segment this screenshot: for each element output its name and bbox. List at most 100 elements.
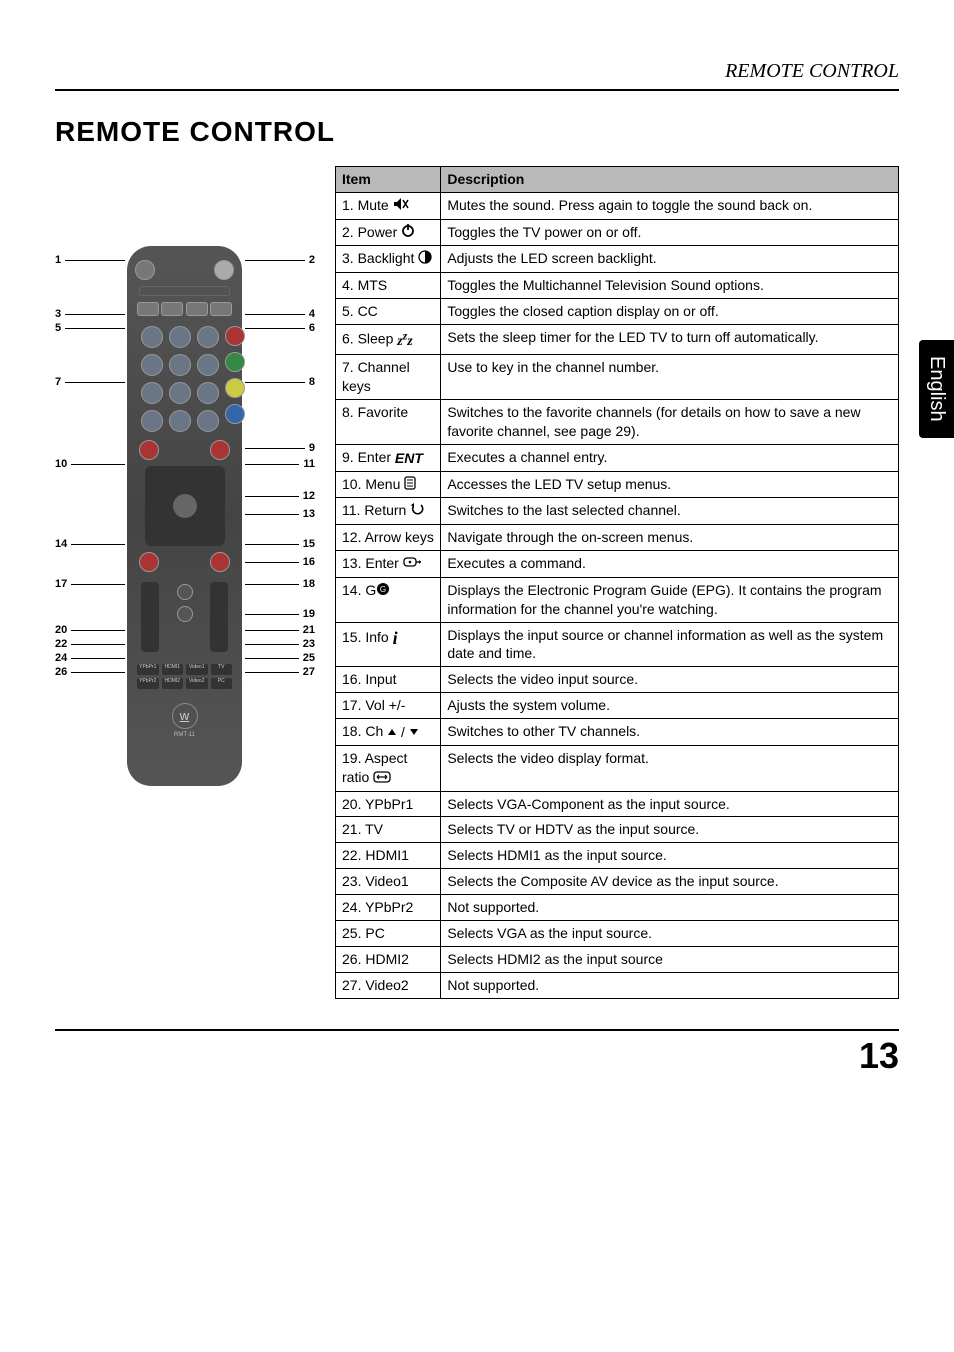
table-row: 26. HDMI2Selects HDMI2 as the input sour… (336, 946, 899, 972)
table-row: 6. Sleep zzzSets the sleep timer for the… (336, 324, 899, 355)
return-icon (410, 502, 424, 521)
item-cell: 18. Ch / (336, 719, 441, 746)
desc-cell: Selects VGA-Component as the input sourc… (441, 791, 899, 817)
desc-cell: Use to key in the channel number. (441, 355, 899, 400)
table-row: 17. Vol +/-Ajusts the system volume. (336, 693, 899, 719)
callout-3: 3 (55, 308, 125, 320)
table-row: 12. Arrow keysNavigate through the on-sc… (336, 525, 899, 551)
desc-cell: Mutes the sound. Press again to toggle t… (441, 192, 899, 219)
callout-20: 20 (55, 624, 125, 636)
callout-10: 10 (55, 458, 125, 470)
item-cell: 3. Backlight (336, 246, 441, 273)
callout-2: 2 (245, 254, 315, 266)
item-cell: 23. Video1 (336, 869, 441, 895)
callout-27: 27 (245, 666, 315, 678)
callout-12: 12 (245, 490, 315, 502)
power-button-graphic (214, 260, 234, 280)
info-icon: i (393, 626, 398, 650)
item-cell: 13. Enter (336, 551, 441, 578)
item-cell: 11. Return (336, 498, 441, 525)
callout-21: 21 (245, 624, 315, 636)
page-title: REMOTE CONTROL (55, 116, 899, 148)
table-row: 10. Menu Accesses the LED TV setup menus… (336, 471, 899, 498)
table-row: 7. Channel keysUse to key in the channel… (336, 355, 899, 400)
callout-15: 15 (245, 538, 315, 550)
callout-19: 19 (245, 608, 315, 620)
desc-cell: Adjusts the LED screen backlight. (441, 246, 899, 273)
table-row: 3. Backlight Adjusts the LED screen back… (336, 246, 899, 273)
item-cell: 24. YPbPr2 (336, 895, 441, 921)
desc-cell: Toggles the Multichannel Television Soun… (441, 273, 899, 299)
table-row: 15. Info iDisplays the input source or c… (336, 622, 899, 667)
nav-pad-graphic (145, 466, 225, 546)
desc-cell: Switches to the favorite channels (for d… (441, 400, 899, 445)
item-cell: 9. Enter ENT (336, 444, 441, 471)
half-icon (418, 250, 432, 269)
desc-cell: Ajusts the system volume. (441, 693, 899, 719)
desc-cell: Toggles the closed caption display on or… (441, 298, 899, 324)
item-cell: 21. TV (336, 817, 441, 843)
desc-cell: Selects HDMI1 as the input source. (441, 843, 899, 869)
table-row: 21. TVSelects TV or HDTV as the input so… (336, 817, 899, 843)
table-row: 14. GGDisplays the Electronic Program Gu… (336, 577, 899, 622)
g-btn-graphic (139, 552, 159, 572)
desc-cell: Accesses the LED TV setup menus. (441, 471, 899, 498)
item-cell: 10. Menu (336, 471, 441, 498)
vol-rocker-graphic (141, 582, 159, 652)
item-cell: 22. HDMI1 (336, 843, 441, 869)
desc-cell: Sets the sleep timer for the LED TV to t… (441, 324, 899, 355)
callout-18: 18 (245, 578, 315, 590)
callout-17: 17 (55, 578, 125, 590)
callout-24: 24 (55, 652, 125, 664)
item-cell: 27. Video2 (336, 972, 441, 998)
zzz-icon: zzz (397, 328, 412, 352)
info-btn-graphic (210, 552, 230, 572)
input-btn-graphic (177, 584, 193, 600)
item-cell: 1. Mute (336, 192, 441, 219)
aspect-btn-graphic (177, 606, 193, 622)
desc-cell: Not supported. (441, 895, 899, 921)
callout-6: 6 (245, 322, 315, 334)
fav-column-graphic (225, 322, 245, 436)
table-row: 20. YPbPr1Selects VGA-Component as the i… (336, 791, 899, 817)
remote-illustration: YPbPr1HDMI1Video1TV YPbPr2HDMI2Video2PC … (127, 246, 242, 786)
callout-1: 1 (55, 254, 125, 266)
mute-button-graphic (135, 260, 155, 280)
brand-logo: w (172, 703, 198, 729)
desc-cell: Selects VGA as the input source. (441, 920, 899, 946)
desc-cell: Switches to the last selected channel. (441, 498, 899, 525)
ch-rocker-graphic (210, 582, 228, 652)
item-cell: 4. MTS (336, 273, 441, 299)
item-cell: 20. YPbPr1 (336, 791, 441, 817)
callout-16: 16 (245, 556, 315, 568)
running-header: REMOTE CONTROL (55, 60, 899, 83)
table-row: 27. Video2Not supported. (336, 972, 899, 998)
item-cell: 7. Channel keys (336, 355, 441, 400)
table-row: 23. Video1Selects the Composite AV devic… (336, 869, 899, 895)
item-cell: 8. Favorite (336, 400, 441, 445)
desc-cell: Selects HDMI2 as the input source (441, 946, 899, 972)
ent-icon: ENT (395, 449, 423, 468)
table-row: 18. Ch / Switches to other TV channels. (336, 719, 899, 746)
desc-cell: Not supported. (441, 972, 899, 998)
col-header-desc: Description (441, 167, 899, 193)
desc-cell: Selects the Composite AV device as the i… (441, 869, 899, 895)
mts-btn-graphic (210, 302, 232, 316)
item-cell: 17. Vol +/- (336, 693, 441, 719)
callout-9: 9 (245, 442, 315, 454)
table-row: 22. HDMI1Selects HDMI1 as the input sour… (336, 843, 899, 869)
cc-btn-graphic (161, 302, 183, 316)
desc-cell: Executes a command. (441, 551, 899, 578)
enter2-icon (403, 555, 425, 574)
item-cell: 5. CC (336, 298, 441, 324)
desc-cell: Toggles the TV power on or off. (441, 219, 899, 246)
item-cell: 2. Power (336, 219, 441, 246)
menu-icon (404, 476, 416, 495)
col-header-item: Item (336, 167, 441, 193)
desc-cell: Displays the Electronic Program Guide (E… (441, 577, 899, 622)
item-cell: 15. Info i (336, 622, 441, 667)
desc-cell: Selects TV or HDTV as the input source. (441, 817, 899, 843)
desc-cell: Selects the video input source. (441, 667, 899, 693)
table-row: 9. Enter ENTExecutes a channel entry. (336, 444, 899, 471)
svg-text:G: G (380, 585, 386, 594)
